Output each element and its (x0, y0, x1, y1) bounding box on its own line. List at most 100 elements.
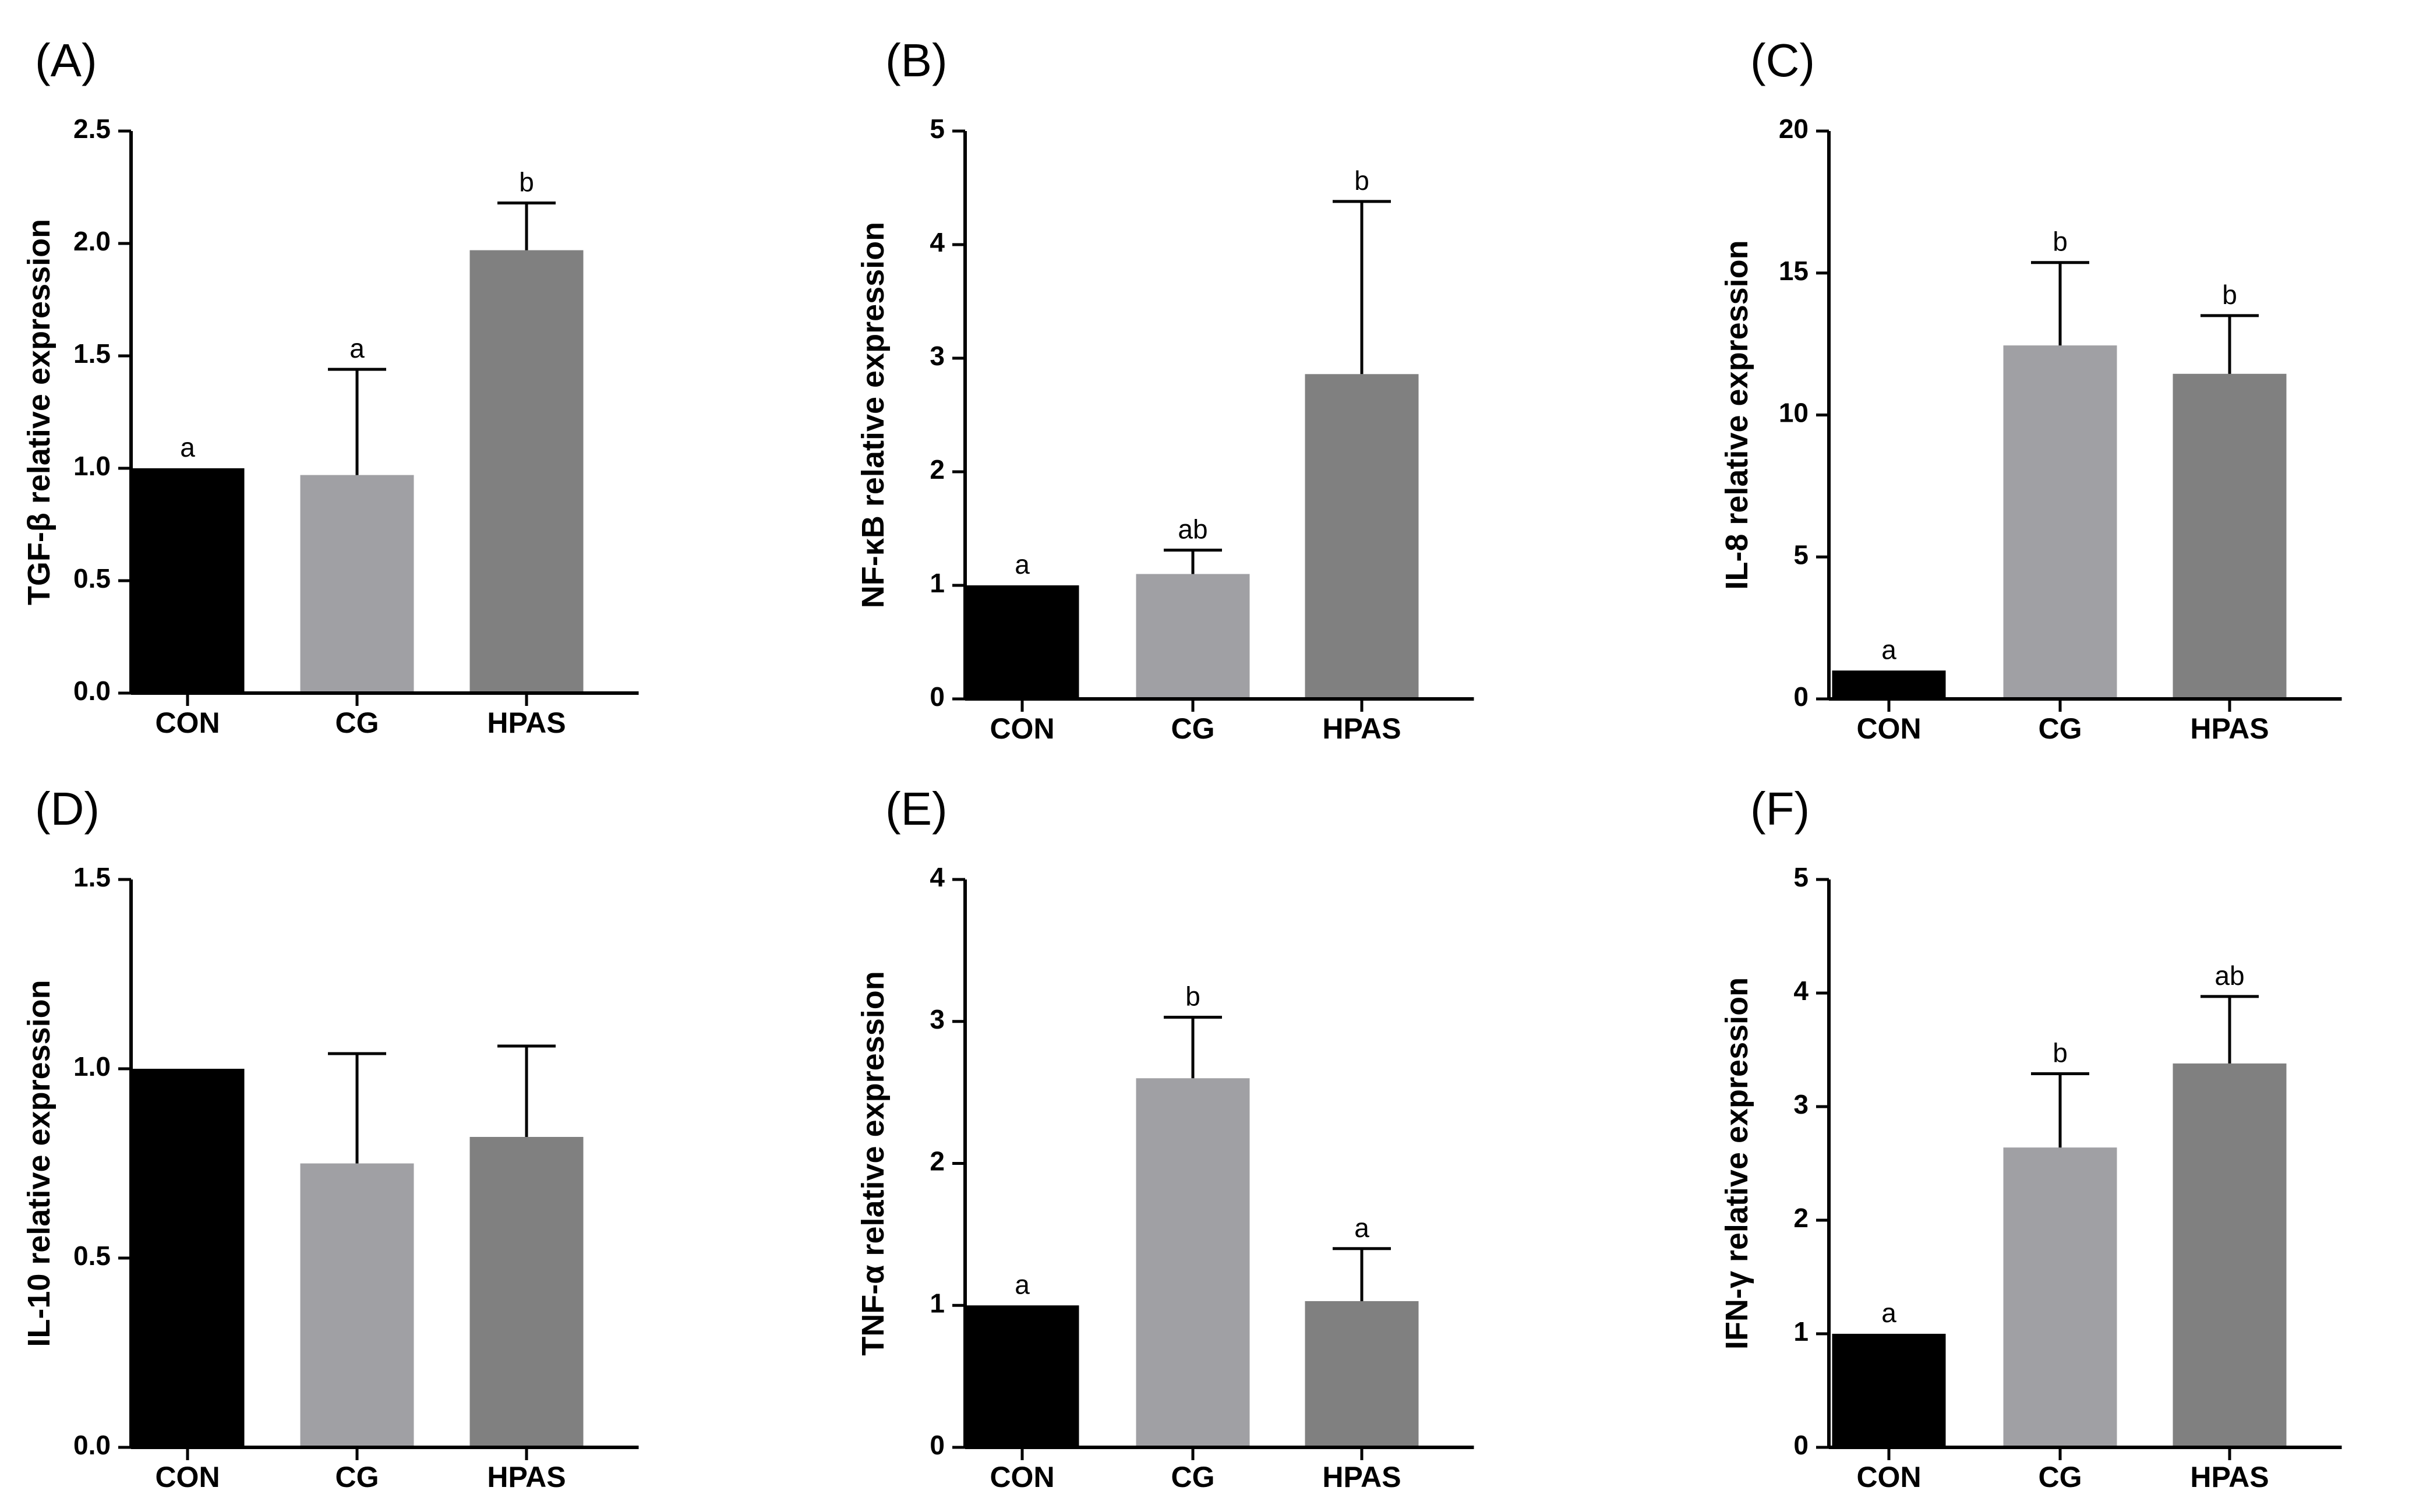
y-tick-label: 0 (1793, 1430, 1809, 1460)
chart-panel-e: (E) TNF-α relative expression a CON b CG a HPAS… (856, 783, 1474, 1493)
bar-hpas (469, 1137, 584, 1447)
y-tick-label: 0 (930, 1430, 945, 1460)
y-tick-label: 1 (930, 1288, 945, 1318)
significance-label-cg: b (1185, 981, 1200, 1011)
x-tick-label-con: CON (155, 706, 220, 739)
panel-label: (F) (1750, 783, 1810, 835)
significance-label-hpas: a (1354, 1213, 1369, 1243)
y-axis-title: TNF-α relative expression (856, 971, 891, 1355)
y-axis-title: TGF-β relative expression (22, 219, 56, 605)
y-axis-title: IL-10 relative expression (22, 980, 56, 1347)
bar-hpas (1305, 374, 1419, 699)
bar-cg (300, 1163, 414, 1447)
significance-label-hpas: b (2222, 280, 2237, 310)
bar-con (965, 585, 1079, 699)
x-tick-label-hpas: HPAS (2190, 1461, 2269, 1493)
y-tick-label: 2 (1793, 1203, 1809, 1233)
bar-con (130, 468, 245, 693)
x-tick-label-hpas: HPAS (487, 706, 566, 739)
x-tick-label-con: CON (990, 1461, 1054, 1493)
y-tick-label: 0 (1793, 681, 1809, 712)
y-axis-title: IFN-γ relative expression (1719, 977, 1754, 1350)
bar-hpas (1305, 1301, 1419, 1447)
y-tick-label: 5 (1793, 862, 1809, 892)
y-axis-title: IL-8 relative expression (1719, 240, 1754, 589)
bar-con (1832, 670, 1946, 699)
significance-label-cg: ab (1178, 514, 1207, 545)
x-tick-label-hpas: HPAS (487, 1461, 566, 1493)
x-tick-label-con: CON (1856, 712, 1921, 745)
y-tick-label: 4 (1793, 976, 1809, 1006)
significance-label-con: a (180, 432, 195, 462)
y-axis-title: NF-κB relative expression (856, 222, 891, 608)
y-tick-label: 0.0 (73, 1430, 111, 1460)
y-tick-label: 3 (1793, 1089, 1809, 1119)
panel-label: (D) (35, 783, 100, 835)
y-tick-label: 1.0 (73, 1051, 111, 1082)
panel-label: (B) (885, 34, 948, 86)
y-tick-label: 5 (1793, 539, 1809, 570)
significance-label-con: a (1015, 549, 1030, 580)
y-tick-label: 1.0 (73, 451, 111, 481)
y-tick-label: 2.0 (73, 226, 111, 256)
y-tick-label: 0.0 (73, 676, 111, 706)
x-tick-label-cg: CG (1171, 712, 1215, 745)
y-tick-label: 1 (1793, 1316, 1809, 1347)
bar-hpas (469, 250, 584, 694)
significance-label-cg: a (349, 333, 365, 363)
y-tick-label: 10 (1779, 398, 1809, 428)
y-tick-label: 2.5 (73, 114, 111, 144)
y-tick-label: 5 (930, 114, 945, 144)
x-tick-label-cg: CG (1171, 1461, 1215, 1493)
x-tick-label-hpas: HPAS (1322, 712, 1401, 745)
significance-label-hpas: b (1354, 165, 1369, 196)
x-tick-label-cg: CG (2039, 1461, 2082, 1493)
panel-label: (A) (35, 34, 97, 86)
y-tick-label: 2 (930, 1146, 945, 1177)
x-tick-label-hpas: HPAS (1322, 1461, 1401, 1493)
significance-label-cg: b (2053, 227, 2068, 257)
chart-panel-f: (F) IFN-γ relative expression a CON b CG ab HPA… (1719, 783, 2342, 1493)
bar-hpas (2173, 373, 2287, 699)
y-tick-label: 15 (1779, 256, 1809, 286)
y-tick-label: 3 (930, 1004, 945, 1034)
x-tick-label-con: CON (1856, 1461, 1921, 1493)
bar-con (965, 1305, 1079, 1447)
significance-label-hpas: b (519, 167, 534, 197)
bar-cg (1136, 1078, 1250, 1447)
bar-hpas (2173, 1063, 2287, 1447)
chart-panel-b: (B) NF-κB relative expression a CON ab CG b HPA… (856, 34, 1474, 745)
bar-con (130, 1069, 245, 1447)
significance-label-cg: b (2053, 1037, 2068, 1068)
bar-cg (2003, 345, 2117, 699)
significance-label-con: a (1881, 1298, 1896, 1328)
bar-con (1832, 1334, 1946, 1447)
chart-panel-d: (D) IL-10 relative expression CON CG HPAS 0.0… (22, 783, 639, 1493)
bar-cg (2003, 1147, 2117, 1447)
x-tick-label-cg: CG (335, 706, 379, 739)
significance-label-con: a (1881, 634, 1896, 665)
y-tick-label: 1 (930, 568, 945, 598)
x-tick-label-con: CON (155, 1461, 220, 1493)
chart-panel-a: (A) TGF-β relative expression a CON a CG b HPAS… (22, 34, 639, 739)
panel-label: (C) (1750, 34, 1815, 86)
y-tick-label: 0.5 (73, 1241, 111, 1271)
significance-label-con: a (1015, 1269, 1030, 1299)
y-tick-label: 4 (930, 227, 945, 257)
panel-label: (E) (885, 783, 948, 835)
y-tick-label: 0.5 (73, 563, 111, 594)
y-tick-label: 4 (930, 862, 945, 892)
x-tick-label-cg: CG (335, 1461, 379, 1493)
bar-cg (1136, 574, 1250, 699)
y-tick-label: 2 (930, 454, 945, 485)
y-tick-label: 1.5 (73, 862, 111, 892)
x-tick-label-con: CON (990, 712, 1054, 745)
significance-label-hpas: ab (2214, 960, 2244, 991)
y-tick-label: 3 (930, 341, 945, 371)
y-tick-label: 0 (930, 681, 945, 712)
x-tick-label-hpas: HPAS (2190, 712, 2269, 745)
chart-panel-c: (C) IL-8 relative expression a CON b CG b HPAS 0… (1719, 34, 2342, 745)
bar-cg (300, 475, 414, 693)
y-tick-label: 20 (1779, 114, 1809, 144)
